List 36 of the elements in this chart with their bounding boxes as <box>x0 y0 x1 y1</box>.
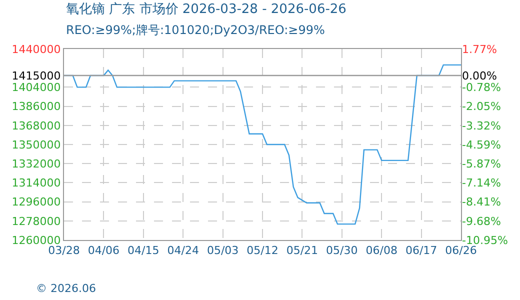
x-tick-label: 05/12 <box>246 244 278 258</box>
chart-subtitle: REO:≥99%;牌号:101020;Dy2O3/REO:≥99% <box>66 23 325 37</box>
x-tick-label: 04/06 <box>88 244 120 258</box>
y2-tick-label: -10.95% <box>462 234 508 247</box>
chart-title: 氧化镝 广东 市场价 2026-03-28 - 2026-06-26 <box>66 2 346 17</box>
x-tick-label: 06/17 <box>405 244 438 258</box>
text: © 2026.06 <box>36 282 96 295</box>
y-tick-label: 1415000 <box>12 69 61 82</box>
x-tick-label: 05/21 <box>286 244 318 258</box>
x-tick-label: 06/08 <box>366 244 398 258</box>
x-tick-label: 05/03 <box>206 244 239 258</box>
y2-tick-label: -5.87% <box>462 158 501 171</box>
y-tick-label: 1314000 <box>12 176 61 190</box>
y-tick-label: 1404000 <box>12 81 61 94</box>
y-tick-label: 1350000 <box>12 138 61 152</box>
x-tick-label: 04/24 <box>167 244 199 258</box>
x-tick-label: 06/26 <box>445 244 477 258</box>
y-tick-label: 1260000 <box>12 234 61 247</box>
y2-tick-label: -0.78% <box>462 81 501 94</box>
y2-tick-label: 1.77% <box>462 42 497 56</box>
y-tick-label: 1296000 <box>12 196 61 209</box>
y-tick-label: 1332000 <box>12 157 61 170</box>
x-tick-label: 03/28 <box>48 244 80 258</box>
y2-tick-label: 0.00% <box>462 69 497 82</box>
y2-tick-label: -3.32% <box>462 119 501 132</box>
x-tick-label: 04/15 <box>128 244 160 258</box>
y2-tick-label: -8.41% <box>462 196 501 209</box>
y-tick-label: 1440000 <box>12 42 61 56</box>
y2-tick-label: -4.59% <box>462 138 501 152</box>
y2-tick-label: -7.14% <box>462 176 501 190</box>
x-tick-label: 05/30 <box>326 244 358 258</box>
y-tick-label: 1278000 <box>12 214 61 228</box>
y2-tick-label: -2.05% <box>462 100 501 114</box>
y2-tick-label: -9.68% <box>462 214 501 228</box>
y-tick-label: 1386000 <box>12 100 61 114</box>
y-tick-label: 1368000 <box>12 119 61 132</box>
